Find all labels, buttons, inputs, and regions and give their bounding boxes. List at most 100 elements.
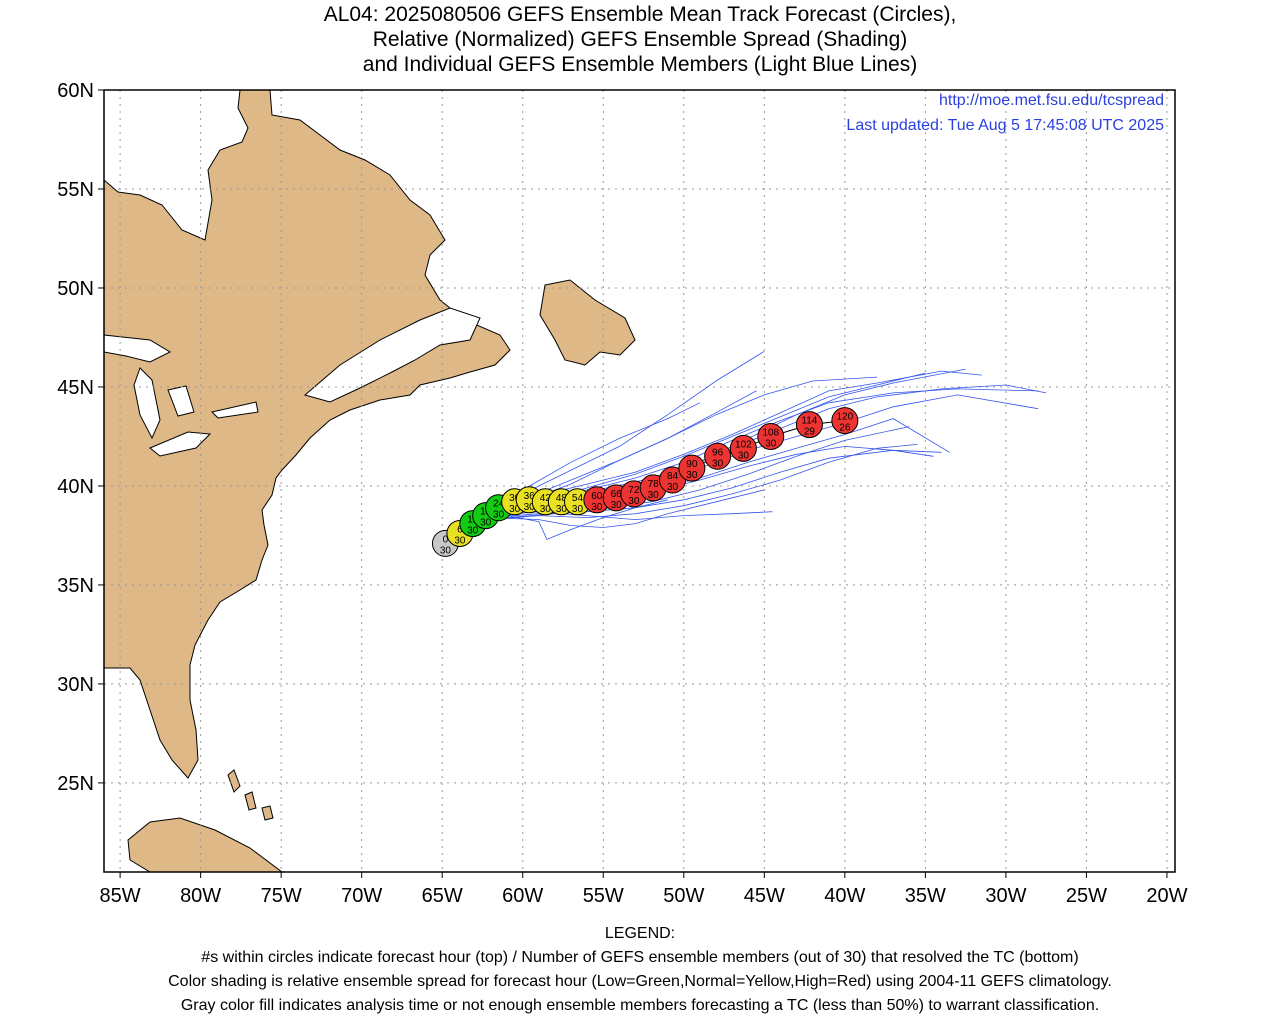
lon-tick-label: 60W xyxy=(502,885,543,907)
forecast-hour-label: 36 xyxy=(524,491,536,502)
lat-tick-label: 45N xyxy=(57,377,94,399)
member-count-label: 30 xyxy=(648,490,660,501)
member-count-label: 30 xyxy=(540,504,552,515)
forecast-hour-label: 120 xyxy=(836,412,853,423)
lat-tick-label: 25N xyxy=(57,773,94,795)
forecast-circle xyxy=(704,442,732,470)
forecast-hour-label: 24 xyxy=(493,499,505,510)
forecast-circle xyxy=(729,434,757,462)
member-count-label: 30 xyxy=(440,545,452,556)
chart-title-line-2: Relative (Normalized) GEFS Ensemble Spre… xyxy=(372,28,908,51)
forecast-circle xyxy=(795,411,823,439)
plot-frame xyxy=(103,89,1176,873)
member-count-label: 30 xyxy=(509,504,521,515)
water-layer xyxy=(104,90,481,457)
member-count-label: 30 xyxy=(738,450,750,461)
forecast-hour-label: 78 xyxy=(648,479,660,490)
chart-title-line-1: AL04: 2025080506 GEFS Ensemble Mean Trac… xyxy=(323,3,957,26)
member-count-label: 30 xyxy=(524,502,536,513)
forecast-circle xyxy=(757,422,785,450)
lon-tick-label: 20W xyxy=(1146,885,1187,907)
lat-tick-label: 35N xyxy=(57,575,94,597)
forecast-hour-label: 6 xyxy=(457,524,463,535)
source-url-link[interactable]: http://moe.met.fsu.edu/tcspread xyxy=(938,92,1164,109)
landmass-north-america xyxy=(104,90,511,779)
forecast-circle xyxy=(831,407,859,435)
forecast-hour-label: 54 xyxy=(572,493,584,504)
forecast-circle xyxy=(678,454,706,482)
legend-line-1: #s within circles indicate forecast hour… xyxy=(201,949,1079,966)
axis-layer: 85W 80W 75W 70W 65W 60W 55W 50W 45W 40W 35W 30W 25W 2… xyxy=(57,80,1187,907)
landmass-cuba xyxy=(127,817,283,872)
member-count-label: 30 xyxy=(765,438,777,449)
chart-title-line-3: and Individual GEFS Ensemble Members (Li… xyxy=(362,53,918,76)
member-count-label: 30 xyxy=(686,470,698,481)
forecast-hour-label: 72 xyxy=(628,485,640,496)
lon-tick-label: 55W xyxy=(583,885,624,907)
lon-tick-label: 30W xyxy=(985,885,1026,907)
member-count-label: 30 xyxy=(454,535,466,546)
mean-track-layer: 0306301230183024303030363042304830543060… xyxy=(431,407,859,557)
lat-tick-label: 60N xyxy=(57,80,94,102)
lon-tick-label: 35W xyxy=(905,885,946,907)
member-count-label: 29 xyxy=(804,427,816,438)
lon-tick-label: 70W xyxy=(341,885,382,907)
forecast-hour-label: 96 xyxy=(712,447,724,458)
member-count-label: 30 xyxy=(467,526,479,537)
member-count-label: 30 xyxy=(611,500,623,511)
lon-tick-label: 45W xyxy=(744,885,785,907)
hudson-bay xyxy=(104,90,249,241)
member-count-label: 30 xyxy=(667,482,679,493)
landmass-bahamas xyxy=(227,769,274,821)
forecast-hour-label: 30 xyxy=(509,493,521,504)
legend-line-2: Color shading is relative ensemble sprea… xyxy=(168,973,1112,990)
ensemble-member-track-13 xyxy=(506,499,668,540)
member-count-label: 30 xyxy=(572,504,584,515)
forecast-hour-label: 60 xyxy=(591,491,603,502)
member-count-label: 30 xyxy=(493,510,505,521)
member-count-label: 30 xyxy=(556,504,568,515)
land-layer xyxy=(104,90,636,872)
forecast-hour-label: 102 xyxy=(735,439,752,450)
forecast-hour-label: 42 xyxy=(540,493,552,504)
lon-tick-label: 75W xyxy=(261,885,302,907)
ensemble-member-track-12 xyxy=(490,489,765,528)
last-updated-text: Last updated: Tue Aug 5 17:45:08 UTC 202… xyxy=(846,117,1164,134)
lon-tick-label: 85W xyxy=(100,885,141,907)
lon-tick-label: 40W xyxy=(824,885,865,907)
landmass-newfoundland xyxy=(539,279,636,366)
legend-title: LEGEND: xyxy=(604,925,676,942)
member-count-label: 30 xyxy=(628,496,640,507)
lat-tick-label: 40N xyxy=(57,476,94,498)
lat-tick-label: 55N xyxy=(57,179,94,201)
lon-tick-label: 65W xyxy=(422,885,463,907)
lon-tick-label: 50W xyxy=(663,885,704,907)
ensemble-member-track-4 xyxy=(490,370,982,513)
forecast-hour-label: 66 xyxy=(611,489,623,500)
forecast-hour-label: 114 xyxy=(801,416,817,427)
member-count-label: 30 xyxy=(591,502,603,513)
member-count-label: 30 xyxy=(712,458,724,469)
lat-tick-label: 30N xyxy=(57,674,94,696)
gulf-of-st-lawrence xyxy=(303,307,481,403)
forecast-hour-label: 84 xyxy=(667,471,679,482)
forecast-hour-label: 48 xyxy=(556,493,568,504)
member-count-label: 30 xyxy=(480,518,492,529)
forecast-hour-label: 0 xyxy=(443,534,449,545)
forecast-hour-label: 90 xyxy=(686,459,698,470)
lon-tick-label: 25W xyxy=(1066,885,1107,907)
ensemble-member-track-10 xyxy=(490,444,918,520)
grid-layer xyxy=(104,89,1175,872)
great-lakes xyxy=(104,334,259,457)
lat-tick-label: 50N xyxy=(57,278,94,300)
legend-line-3: Gray color fill indicates analysis time … xyxy=(180,997,1100,1014)
